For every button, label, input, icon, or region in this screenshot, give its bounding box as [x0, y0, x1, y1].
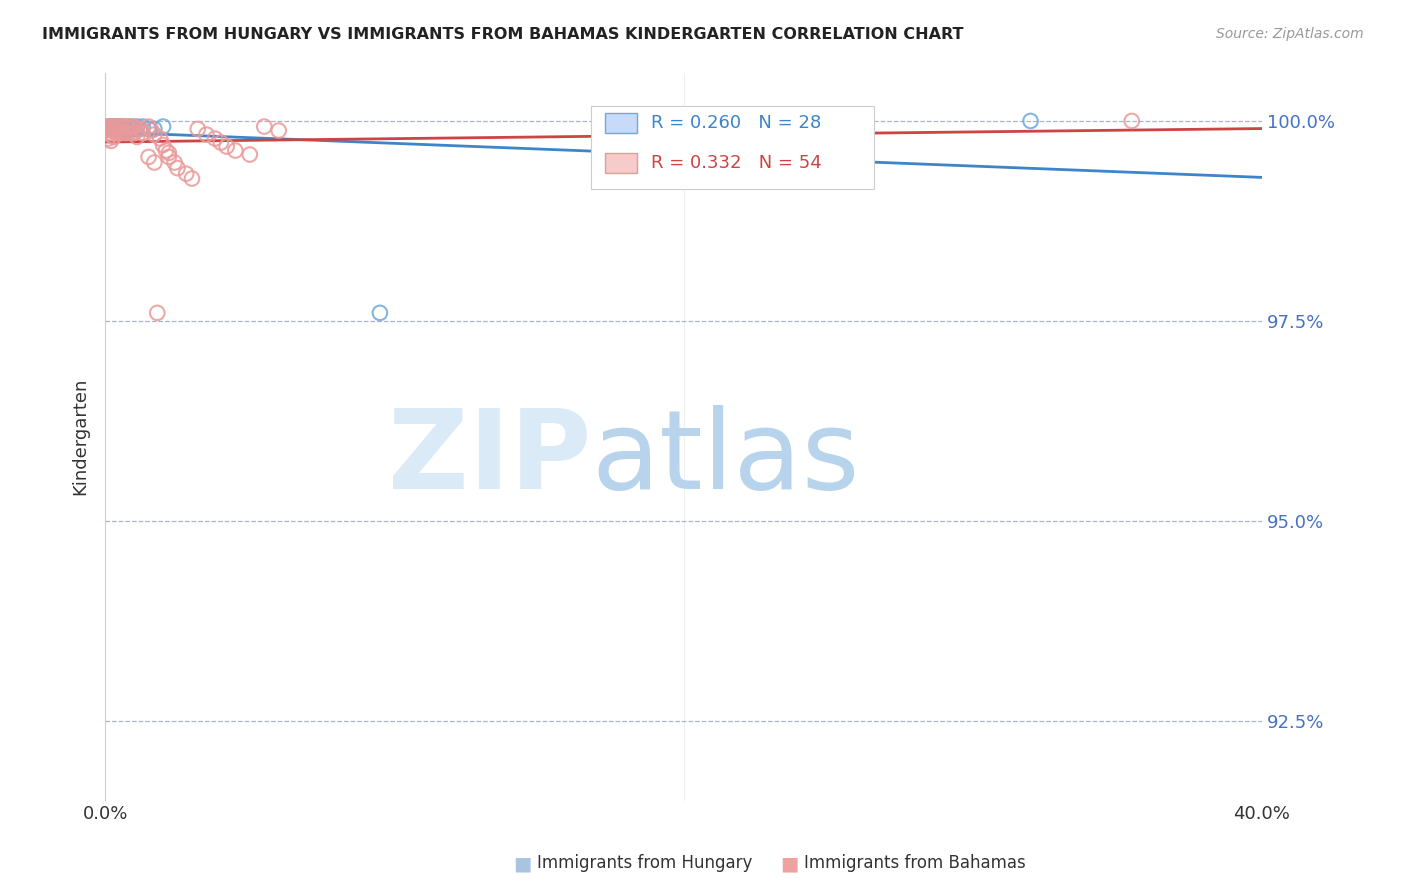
Text: R = 0.260   N = 28: R = 0.260 N = 28 [651, 114, 821, 132]
Point [181, 171, 204, 186]
Text: ZIP: ZIP [388, 405, 591, 512]
Point [120, 120, 142, 134]
Text: atlas: atlas [591, 405, 859, 512]
Point [100, 120, 122, 134]
Point [143, 122, 166, 136]
Point [97, 131, 120, 145]
Point [122, 126, 145, 140]
Point [122, 120, 145, 134]
Point [146, 306, 169, 320]
Point [114, 126, 136, 140]
Point [111, 122, 134, 136]
Point [97, 120, 120, 134]
Point [368, 306, 391, 320]
Text: ■: ■ [780, 854, 799, 873]
Point [103, 123, 125, 137]
Point [120, 120, 142, 134]
Text: Immigrants from Hungary: Immigrants from Hungary [537, 855, 752, 872]
Point [103, 122, 125, 136]
Point [97, 120, 120, 134]
Point [239, 147, 262, 161]
Point [163, 155, 186, 169]
Point [97, 126, 120, 140]
Point [267, 123, 290, 137]
Point [143, 155, 166, 169]
Point [117, 126, 139, 140]
Point [108, 121, 131, 136]
Point [132, 120, 155, 134]
FancyBboxPatch shape [605, 153, 637, 173]
Point [224, 144, 246, 158]
Text: Source: ZipAtlas.com: Source: ZipAtlas.com [1216, 27, 1364, 41]
Point [108, 120, 131, 134]
Point [105, 126, 128, 140]
Point [174, 167, 197, 181]
Point [253, 120, 276, 134]
Point [105, 123, 128, 137]
Point [138, 120, 160, 134]
Point [103, 120, 125, 134]
Point [215, 139, 238, 153]
Point [117, 120, 139, 134]
Point [100, 123, 122, 137]
Point [114, 124, 136, 138]
Point [97, 122, 120, 136]
Point [114, 122, 136, 136]
Text: IMMIGRANTS FROM HUNGARY VS IMMIGRANTS FROM BAHAMAS KINDERGARTEN CORRELATION CHAR: IMMIGRANTS FROM HUNGARY VS IMMIGRANTS FR… [42, 27, 963, 42]
Point [105, 120, 128, 134]
Point [125, 120, 148, 134]
Point [152, 137, 174, 152]
Point [187, 122, 209, 136]
Point [138, 150, 160, 164]
Point [111, 123, 134, 137]
Text: ■: ■ [513, 854, 531, 873]
Point [105, 120, 128, 134]
Point [125, 130, 148, 145]
Point [108, 120, 131, 134]
Point [132, 126, 155, 140]
Point [209, 136, 232, 150]
Point [129, 122, 152, 136]
Point [138, 122, 160, 136]
FancyBboxPatch shape [605, 113, 637, 134]
Point [108, 126, 131, 140]
Point [152, 120, 174, 134]
Point [195, 128, 218, 142]
Point [117, 120, 139, 134]
FancyBboxPatch shape [591, 106, 875, 189]
Text: R = 0.332   N = 54: R = 0.332 N = 54 [651, 154, 823, 172]
Point [166, 161, 188, 175]
Point [149, 131, 172, 145]
Point [129, 122, 152, 136]
Point [111, 120, 134, 134]
Point [100, 134, 122, 148]
Point [141, 123, 163, 137]
Point [204, 131, 226, 145]
Text: Immigrants from Bahamas: Immigrants from Bahamas [804, 855, 1026, 872]
Point [108, 122, 131, 136]
Point [111, 120, 134, 134]
Point [143, 128, 166, 142]
Point [100, 120, 122, 134]
Point [105, 122, 128, 136]
Point [103, 120, 125, 134]
Point [155, 144, 177, 158]
Point [100, 128, 122, 143]
Point [157, 150, 180, 164]
Point [117, 123, 139, 137]
Point [114, 121, 136, 136]
Point [1121, 114, 1143, 128]
Point [122, 122, 145, 136]
Point [103, 130, 125, 145]
Point [120, 126, 142, 140]
Point [111, 126, 134, 140]
Y-axis label: Kindergarten: Kindergarten [72, 378, 89, 495]
Point [1019, 114, 1042, 128]
Point [672, 120, 695, 134]
Point [114, 120, 136, 134]
Point [157, 145, 180, 160]
